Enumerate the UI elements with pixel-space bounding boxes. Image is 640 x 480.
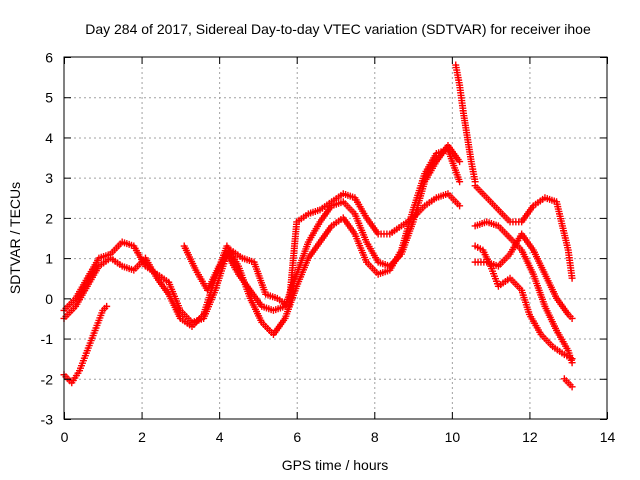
y-tick-label: -2	[41, 371, 54, 387]
series-track-2	[60, 146, 464, 339]
series-track-9	[471, 242, 576, 363]
data-point	[456, 158, 464, 166]
plot-frame	[63, 56, 608, 420]
data-point	[568, 355, 576, 363]
x-tick-label: 12	[522, 429, 538, 445]
x-tick-label: 6	[293, 429, 301, 445]
y-tick-label: 0	[45, 291, 53, 307]
chart-title: Day 284 of 2017, Sidereal Day-to-day VTE…	[85, 21, 591, 37]
data-point	[456, 202, 464, 210]
data-point	[568, 274, 576, 282]
data-point	[568, 383, 576, 391]
series-track-3	[180, 190, 464, 310]
y-tick-label: -3	[41, 412, 54, 428]
y-tick-label: 6	[45, 50, 53, 66]
y-tick-label: 2	[45, 210, 53, 226]
series-track-7	[471, 218, 576, 367]
y-tick-label: -1	[41, 331, 54, 347]
x-tick-label: 8	[371, 429, 379, 445]
x-tick-label: 14	[600, 429, 616, 445]
y-axis-label: SDTVAR / TECUs	[7, 182, 23, 294]
y-tick-label: 3	[45, 170, 53, 186]
series-track-5	[452, 61, 479, 186]
y-tick-label: 1	[45, 251, 53, 267]
data-point	[456, 178, 464, 186]
x-tick-label: 2	[138, 429, 146, 445]
series-track-6	[471, 182, 576, 282]
x-axis-label: GPS time / hours	[282, 457, 389, 473]
grid-lines	[64, 57, 607, 419]
x-tick-label: 10	[445, 429, 461, 445]
data-points	[60, 61, 576, 391]
series-track-10	[560, 375, 576, 391]
y-tick-label: 5	[45, 90, 53, 106]
y-tick-label: 4	[45, 130, 53, 146]
x-tick-label: 4	[216, 429, 224, 445]
data-point	[103, 302, 111, 310]
x-tick-label: 0	[61, 429, 69, 445]
data-point	[568, 314, 576, 322]
series-track-4	[60, 302, 111, 387]
